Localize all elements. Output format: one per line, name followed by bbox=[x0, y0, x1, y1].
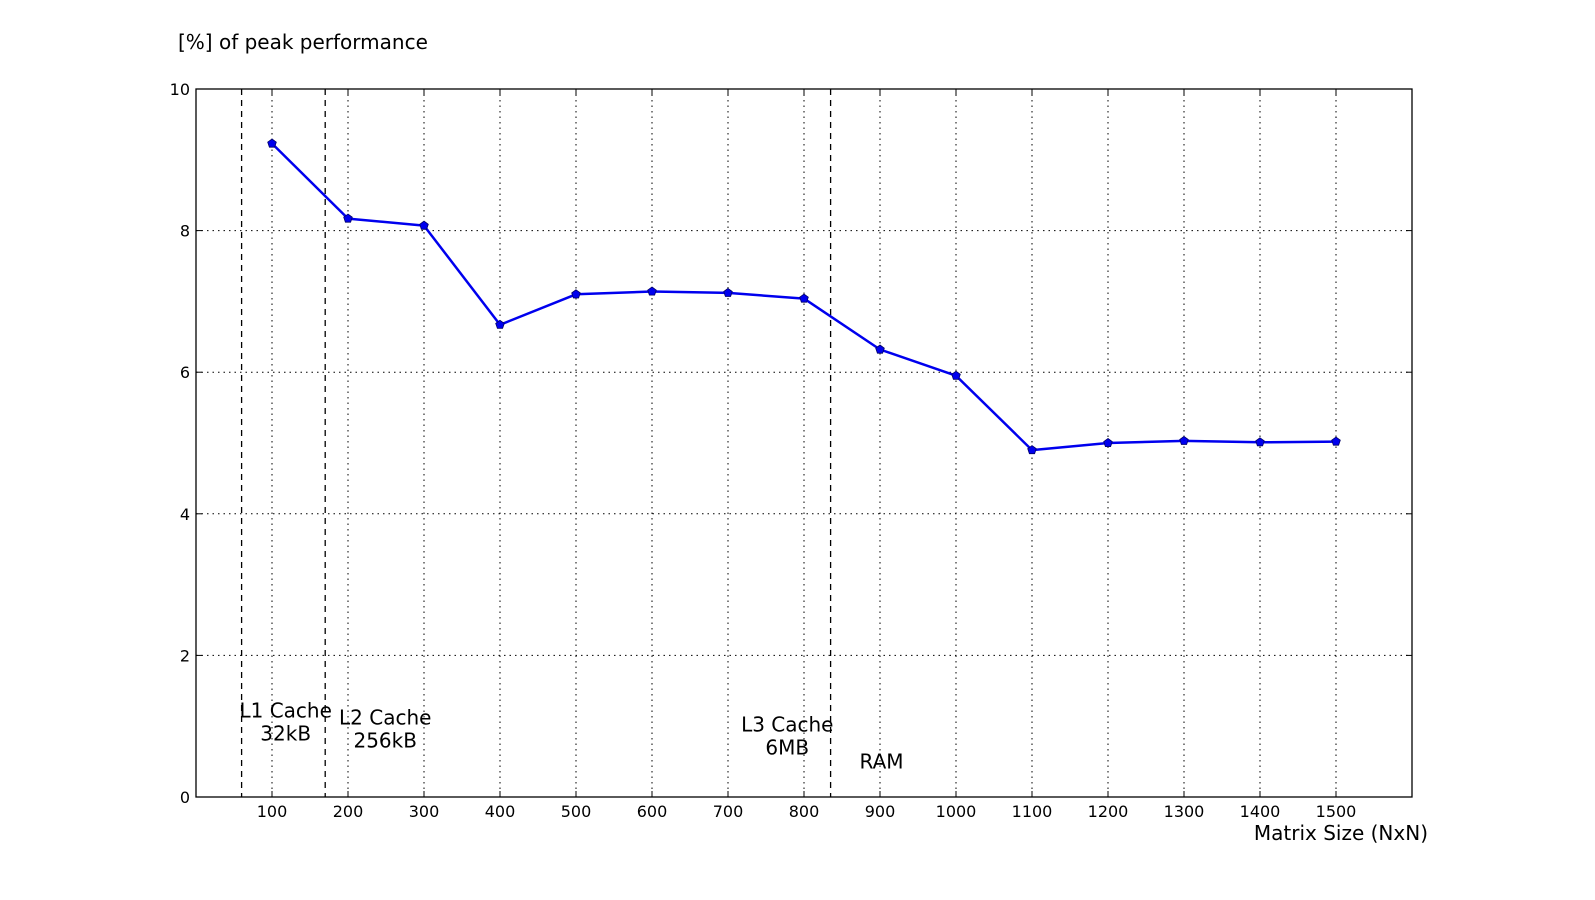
x-tick-label: 600 bbox=[637, 802, 668, 821]
y-axis-title: [%] of peak performance bbox=[178, 30, 428, 54]
data-point bbox=[495, 319, 505, 329]
x-tick-label: 1100 bbox=[1012, 802, 1053, 821]
y-tick-label: 0 bbox=[180, 788, 190, 807]
x-tick-label: 400 bbox=[485, 802, 516, 821]
cache-boundaries bbox=[240, 89, 832, 797]
x-tick-label: 1400 bbox=[1240, 802, 1281, 821]
x-tick-label: 1200 bbox=[1088, 802, 1129, 821]
data-point bbox=[723, 287, 733, 297]
data-point bbox=[267, 138, 277, 148]
x-tick-label: 300 bbox=[409, 802, 440, 821]
y-tick-label: 6 bbox=[180, 363, 190, 382]
plot-frame bbox=[195, 88, 1413, 798]
data-point bbox=[1179, 435, 1189, 445]
y-tick-label: 10 bbox=[170, 80, 190, 99]
data-point bbox=[419, 220, 429, 230]
region-label: 256kB bbox=[353, 728, 416, 752]
x-tick-label: 200 bbox=[333, 802, 364, 821]
data-point bbox=[647, 286, 657, 296]
data-point bbox=[1255, 437, 1265, 447]
x-tick-label: 500 bbox=[561, 802, 592, 821]
data-point bbox=[1331, 436, 1341, 446]
region-label: L3 Cache bbox=[741, 713, 833, 737]
region-label: 32kB bbox=[260, 721, 311, 745]
data-point bbox=[799, 293, 809, 303]
x-axis-title: Matrix Size (NxN) bbox=[1254, 821, 1428, 845]
x-tick-label: 1500 bbox=[1316, 802, 1357, 821]
data-point bbox=[1103, 438, 1113, 448]
data-point bbox=[343, 213, 353, 223]
region-label: 6MB bbox=[765, 736, 809, 760]
data-point bbox=[571, 289, 581, 299]
x-tick-label: 800 bbox=[789, 802, 820, 821]
y-tick-label: 8 bbox=[180, 222, 190, 241]
x-tick-label: 700 bbox=[713, 802, 744, 821]
grid bbox=[196, 89, 1412, 797]
series bbox=[267, 138, 1341, 455]
region-label: L2 Cache bbox=[339, 705, 431, 729]
data-point bbox=[875, 344, 885, 354]
x-tick-label: 100 bbox=[257, 802, 288, 821]
x-tick-label: 900 bbox=[865, 802, 896, 821]
y-tick-label: 2 bbox=[180, 646, 190, 665]
x-tick-label: 1000 bbox=[936, 802, 977, 821]
data-point bbox=[1027, 445, 1037, 455]
region-label: RAM bbox=[860, 750, 904, 774]
data-point bbox=[951, 370, 961, 380]
x-tick-label: 1300 bbox=[1164, 802, 1205, 821]
region-label: L1 Cache bbox=[239, 698, 331, 722]
y-tick-label: 4 bbox=[180, 505, 190, 524]
ticks: 100 200 300 400 500 600 700 800 900 1000 1100 1200 1… bbox=[170, 80, 1412, 821]
